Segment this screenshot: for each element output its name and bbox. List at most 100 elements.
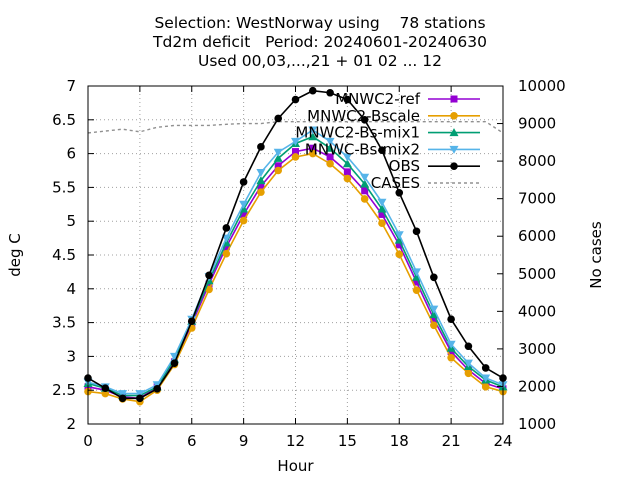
legend-marker-mnwc2-ref	[450, 95, 458, 103]
data-point-obs	[222, 224, 231, 232]
data-point-obs	[343, 95, 352, 104]
data-point-mnwc2-bscale	[326, 159, 334, 168]
data-point-mnwc2-ref	[257, 182, 265, 190]
data-point-obs	[481, 364, 490, 372]
y-tick-label: 5.5	[52, 178, 76, 196]
data-point-mnwc2-bscale	[205, 285, 213, 294]
x-tick-label: 9	[239, 432, 249, 450]
chart-title-line-2: Td2m deficit Period: 20240601-20240630	[153, 33, 487, 51]
axis-ticks: 0 3 6 9 12 15 18 21 24 2 2.5 3 3.5 4 4.5 5 5.5 6 6.5 7 1000 2…	[52, 77, 566, 450]
data-point-mnwc2-ref	[343, 168, 351, 176]
y-tick-label: 3.5	[52, 314, 76, 332]
y2-tick-label: 5000	[518, 265, 556, 283]
data-point-mnwc-bs-mix2	[481, 374, 491, 383]
y-tick-label: 4	[66, 280, 76, 298]
data-point-obs	[395, 189, 404, 197]
x-axis-label: Hour	[277, 457, 314, 475]
legend-label-mnwc2-bscale: MNWC2-Bscale	[307, 107, 420, 125]
x-tick-label: 15	[338, 432, 357, 450]
x-tick-label: 18	[390, 432, 409, 450]
data-point-mnwc-bs-mix2	[239, 200, 249, 209]
data-point-mnwc2-ref	[430, 315, 438, 323]
y-tick-label: 6.5	[52, 111, 76, 129]
data-point-mnwc2-bscale	[291, 153, 300, 161]
data-point-mnwc2-bscale	[430, 321, 438, 330]
y-tick-label: 5	[66, 212, 76, 230]
data-point-obs	[430, 273, 438, 282]
data-point-obs	[412, 227, 421, 236]
data-point-mnwc-bs-mix2	[118, 390, 128, 399]
y-tick-label: 6	[66, 145, 76, 163]
series-mnwc2-bscale	[84, 149, 507, 406]
data-point-mnwc-bs-mix2	[325, 137, 335, 146]
data-point-mnwc2-ref	[222, 243, 230, 251]
data-point-mnwc-bs-mix2	[291, 137, 300, 146]
data-point-mnwc2-bs-mix1	[394, 235, 404, 244]
data-point-obs	[274, 114, 283, 123]
data-point-obs	[239, 178, 248, 186]
series-layer	[83, 86, 508, 406]
legend-marker-mnwc2-bs-mix1	[449, 128, 459, 137]
y-tick-label: 2	[66, 415, 76, 433]
x-tick-label: 12	[286, 432, 305, 450]
y-tick-label: 2.5	[52, 381, 76, 399]
y2-tick-label: 9000	[518, 115, 556, 133]
y2-axis-label: No cases	[587, 221, 605, 289]
legend-marker-mnwc2-bscale	[450, 112, 458, 120]
data-point-mnwc2-ref	[274, 162, 282, 170]
chart-title-line-3: Used 00,03,...,21 + 01 02 ... 12	[197, 52, 443, 70]
data-point-mnwc-bs-mix2	[256, 169, 266, 178]
data-point-obs	[118, 394, 127, 403]
data-point-obs	[136, 394, 144, 403]
data-point-mnwc-bs-mix2	[273, 148, 283, 157]
data-point-mnwc2-bscale	[222, 249, 231, 258]
data-point-mnwc2-ref	[361, 187, 369, 195]
y2-tick-label: 6000	[518, 227, 556, 245]
data-point-mnwc-bs-mix2	[169, 352, 179, 361]
x-tick-label: 3	[135, 432, 145, 450]
legend: MNWC2-refMNWC2-BscaleMNWC2-Bs-mix1MNWC-B…	[295, 90, 480, 192]
y2-tick-label: 7000	[518, 190, 556, 208]
y2-tick-label: 1000	[518, 415, 556, 433]
data-point-obs	[187, 317, 196, 326]
data-point-mnwc2-ref	[326, 153, 334, 161]
data-point-mnwc2-bs-mix1	[342, 159, 352, 168]
data-point-obs	[326, 88, 334, 97]
series-mnwc2-bs-mix1	[83, 132, 508, 400]
y2-tick-label: 3000	[518, 340, 556, 358]
data-point-mnwc-bs-mix2	[360, 173, 370, 182]
data-point-mnwc2-bscale	[101, 389, 110, 398]
y-tick-label: 3	[66, 347, 76, 365]
data-point-mnwc2-ref	[395, 241, 403, 249]
data-point-mnwc-bs-mix2	[446, 340, 456, 349]
y2-tick-label: 4000	[518, 302, 556, 320]
data-point-obs	[205, 271, 213, 280]
y-axis-label: deg C	[6, 233, 24, 277]
data-point-obs	[291, 95, 300, 104]
data-point-mnwc-bs-mix2	[308, 126, 318, 135]
y-tick-label: 4.5	[52, 246, 76, 264]
data-point-obs	[378, 146, 386, 155]
legend-label-obs: OBS	[389, 157, 420, 175]
data-point-obs	[447, 315, 455, 324]
x-tick-label: 6	[187, 432, 197, 450]
y2-tick-label: 8000	[518, 152, 556, 170]
x-tick-label: 21	[442, 432, 461, 450]
data-point-mnwc2-bs-mix1	[256, 176, 266, 185]
y-tick-label: 7	[66, 77, 76, 95]
data-point-mnwc2-bs-mix1	[412, 272, 422, 281]
data-point-mnwc2-bs-mix1	[360, 179, 370, 188]
series-obs	[84, 86, 507, 403]
data-point-mnwc2-bscale	[308, 149, 317, 158]
x-tick-label: 0	[83, 432, 93, 450]
data-point-mnwc2-bscale	[239, 216, 248, 225]
data-point-mnwc2-ref	[240, 210, 248, 218]
data-point-mnwc2-bscale	[447, 353, 455, 362]
legend-label-cases: CASES	[371, 174, 420, 192]
legend-label-mnwc2-ref: MNWC2-ref	[335, 90, 420, 108]
data-point-mnwc-bs-mix2	[135, 390, 145, 399]
data-point-obs	[308, 86, 317, 95]
data-point-mnwc2-bscale	[257, 188, 265, 196]
data-point-mnwc-bs-mix2	[394, 231, 404, 240]
